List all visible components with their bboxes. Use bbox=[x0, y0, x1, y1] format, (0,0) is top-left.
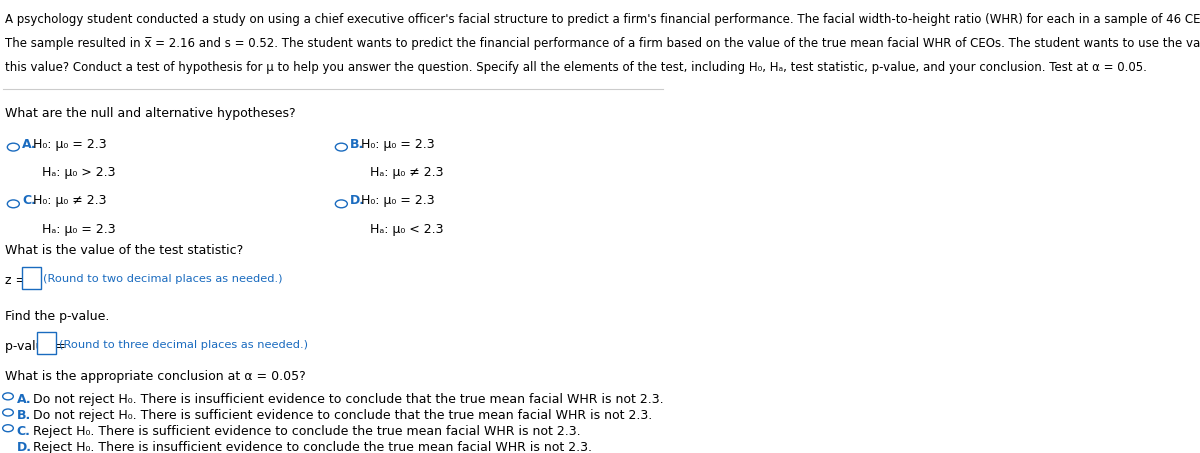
Text: H₀: μ₀ = 2.3: H₀: μ₀ = 2.3 bbox=[361, 194, 434, 207]
Text: Hₐ: μ₀ ≠ 2.3: Hₐ: μ₀ ≠ 2.3 bbox=[370, 166, 444, 179]
Text: A.: A. bbox=[22, 138, 37, 150]
Text: H₀: μ₀ = 2.3: H₀: μ₀ = 2.3 bbox=[34, 138, 107, 150]
Text: A.: A. bbox=[17, 393, 31, 406]
Text: B.: B. bbox=[350, 138, 365, 150]
Text: this value? Conduct a test of hypothesis for μ to help you answer the question. : this value? Conduct a test of hypothesis… bbox=[5, 61, 1147, 74]
Text: Hₐ: μ₀ > 2.3: Hₐ: μ₀ > 2.3 bbox=[42, 166, 115, 179]
FancyBboxPatch shape bbox=[37, 332, 56, 354]
Text: The sample resulted in x̅ = 2.16 and s = 0.52. The student wants to predict the : The sample resulted in x̅ = 2.16 and s =… bbox=[5, 37, 1200, 50]
Text: Do not reject H₀. There is insufficient evidence to conclude that the true mean : Do not reject H₀. There is insufficient … bbox=[34, 393, 664, 406]
Text: What are the null and alternative hypotheses?: What are the null and alternative hypoth… bbox=[5, 107, 296, 120]
Text: (Round to two decimal places as needed.): (Round to two decimal places as needed.) bbox=[43, 274, 283, 284]
Text: p-value =: p-value = bbox=[5, 340, 66, 352]
Text: D.: D. bbox=[17, 441, 31, 453]
Text: Hₐ: μ₀ = 2.3: Hₐ: μ₀ = 2.3 bbox=[42, 222, 115, 236]
Text: z =: z = bbox=[5, 274, 26, 287]
FancyBboxPatch shape bbox=[22, 267, 41, 289]
Text: H₀: μ₀ ≠ 2.3: H₀: μ₀ ≠ 2.3 bbox=[34, 194, 107, 207]
Text: D.: D. bbox=[350, 194, 365, 207]
Text: What is the value of the test statistic?: What is the value of the test statistic? bbox=[5, 245, 244, 257]
Text: (Round to three decimal places as needed.): (Round to three decimal places as needed… bbox=[59, 340, 307, 350]
Text: B.: B. bbox=[17, 409, 31, 422]
Text: Reject H₀. There is insufficient evidence to conclude the true mean facial WHR i: Reject H₀. There is insufficient evidenc… bbox=[34, 441, 593, 453]
Text: H₀: μ₀ = 2.3: H₀: μ₀ = 2.3 bbox=[361, 138, 434, 150]
Text: Find the p-value.: Find the p-value. bbox=[5, 310, 109, 323]
Text: Reject H₀. There is sufficient evidence to conclude the true mean facial WHR is : Reject H₀. There is sufficient evidence … bbox=[34, 425, 581, 438]
Text: Do not reject H₀. There is sufficient evidence to conclude that the true mean fa: Do not reject H₀. There is sufficient ev… bbox=[34, 409, 653, 422]
Text: C.: C. bbox=[22, 194, 36, 207]
Text: What is the appropriate conclusion at α = 0.05?: What is the appropriate conclusion at α … bbox=[5, 370, 306, 383]
Text: A psychology student conducted a study on using a chief executive officer's faci: A psychology student conducted a study o… bbox=[5, 13, 1200, 26]
Text: C.: C. bbox=[17, 425, 30, 438]
Text: Hₐ: μ₀ < 2.3: Hₐ: μ₀ < 2.3 bbox=[370, 222, 444, 236]
